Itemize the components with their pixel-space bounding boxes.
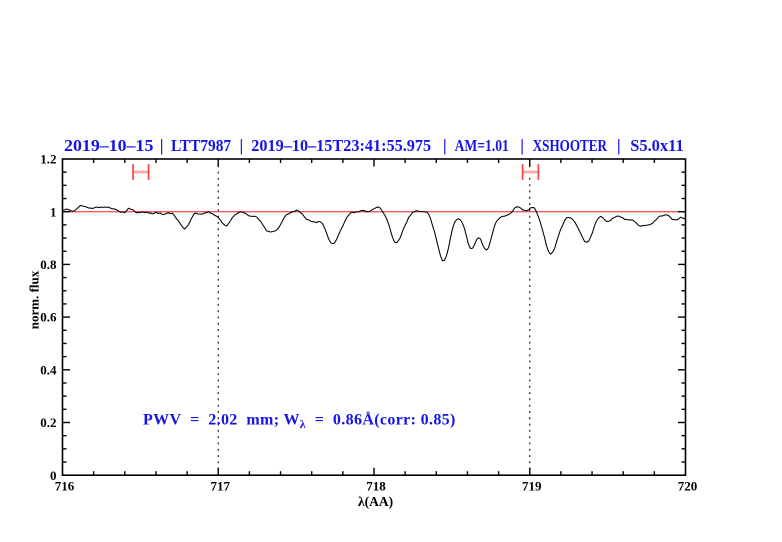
svg-text:718: 718 <box>366 479 386 494</box>
svg-text:|: | <box>240 136 244 155</box>
svg-text:LTT7987: LTT7987 <box>171 136 232 155</box>
svg-text:0: 0 <box>50 468 57 483</box>
svg-text:719: 719 <box>522 479 542 494</box>
svg-text:1.2: 1.2 <box>40 152 56 167</box>
svg-text:norm. flux: norm. flux <box>26 270 41 329</box>
svg-text:λ(AA): λ(AA) <box>358 494 393 509</box>
svg-text:0.4: 0.4 <box>40 362 57 377</box>
svg-text:|: | <box>160 136 164 155</box>
svg-text:716: 716 <box>55 479 75 494</box>
svg-text:|: | <box>443 136 447 155</box>
svg-text:1: 1 <box>50 204 57 219</box>
svg-text:0.8: 0.8 <box>40 257 57 272</box>
svg-text:717: 717 <box>210 479 230 494</box>
svg-text:PWV = 2.02 mm; Wλ = 0.86Å: PWV = 2.02 mm; Wλ = 0.86Å(corr: 0.85) <box>143 411 456 432</box>
svg-text:AM=1.01: AM=1.01 <box>455 136 509 155</box>
svg-text:0.6: 0.6 <box>40 310 57 325</box>
svg-text:0.2: 0.2 <box>40 415 56 430</box>
svg-text:720: 720 <box>678 479 698 494</box>
svg-text:S5.0x11: S5.0x11 <box>630 136 684 155</box>
svg-text:XSHOOTER: XSHOOTER <box>533 136 608 155</box>
svg-text:2019–10–15: 2019–10–15 <box>64 136 153 155</box>
svg-text:2019–10–15T23:41:55.975: 2019–10–15T23:41:55.975 <box>251 136 431 155</box>
svg-text:|: | <box>617 136 621 155</box>
svg-text:|: | <box>520 136 524 155</box>
